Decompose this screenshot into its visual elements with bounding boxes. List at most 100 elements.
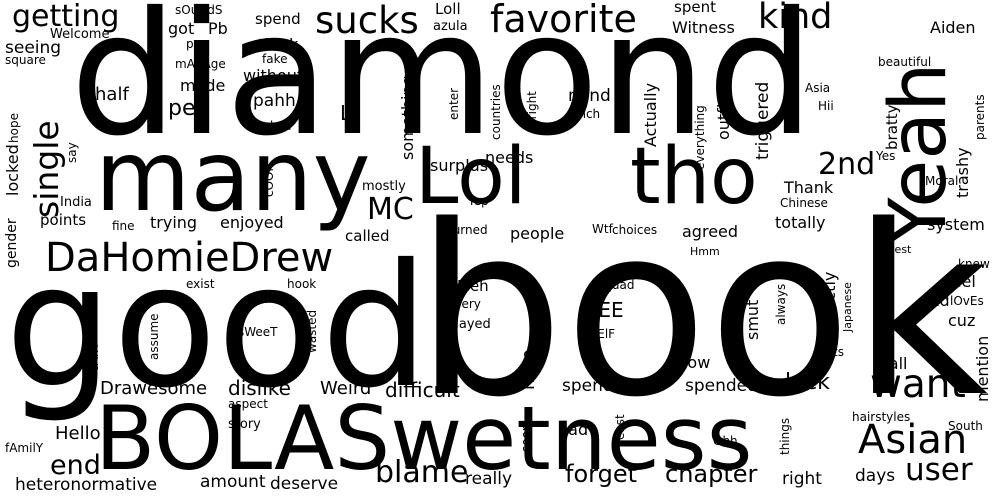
word: spending xyxy=(562,376,640,396)
word: liking xyxy=(673,302,692,345)
word: things xyxy=(778,417,792,455)
word: book xyxy=(415,176,988,449)
word: Lol xyxy=(415,132,527,222)
word: know xyxy=(668,353,711,372)
word: Actually xyxy=(641,82,660,147)
word: hairstyles xyxy=(852,410,911,424)
word: system xyxy=(927,215,985,234)
word: agreed xyxy=(682,222,739,241)
word: diamond xyxy=(70,0,815,174)
word: smut xyxy=(743,299,762,340)
word: something xyxy=(398,75,417,160)
word: sElF xyxy=(591,327,616,341)
word: mind xyxy=(568,86,611,106)
word: chapter xyxy=(665,460,758,488)
word: really xyxy=(465,469,512,489)
word: exist xyxy=(186,277,215,291)
word: Drawesome xyxy=(100,378,208,399)
word: trashy xyxy=(953,147,972,198)
word: South xyxy=(948,419,983,433)
word: user xyxy=(905,452,973,488)
word: needs xyxy=(485,148,534,167)
word: India xyxy=(60,195,92,210)
word: knew xyxy=(958,257,990,271)
word: alright xyxy=(525,91,539,130)
word: gender xyxy=(4,218,20,268)
word: looked xyxy=(252,119,292,133)
word: think xyxy=(258,35,299,54)
word: every xyxy=(447,297,481,311)
word: soon xyxy=(519,423,533,452)
word: spend xyxy=(255,10,301,28)
word: Pb xyxy=(208,19,228,38)
word: half xyxy=(95,84,129,105)
word: Li xyxy=(340,101,357,125)
word: wasted xyxy=(305,309,319,353)
word: amount xyxy=(200,472,266,492)
word: always xyxy=(774,283,788,325)
word: pet xyxy=(168,96,205,121)
word: points xyxy=(40,211,87,229)
word: Chinese xyxy=(780,196,828,210)
word: azula xyxy=(433,19,468,34)
word: hate xyxy=(518,349,539,390)
word: hook xyxy=(287,277,317,291)
word: assume xyxy=(147,313,161,360)
word: 2nd xyxy=(818,147,876,182)
word: Thank xyxy=(784,178,834,197)
word: Witness xyxy=(672,18,735,37)
word: Japanese xyxy=(841,282,854,332)
word: sEE xyxy=(588,298,624,322)
word: seeing xyxy=(5,38,62,58)
word: sWeeT xyxy=(238,325,278,339)
word: cuz xyxy=(948,311,976,330)
word: call xyxy=(880,354,908,373)
word: gets xyxy=(818,345,844,359)
word: MC xyxy=(367,192,414,227)
word: countries xyxy=(489,84,503,140)
word: Ohh xyxy=(713,434,738,448)
word: Loll xyxy=(435,0,461,18)
word: without xyxy=(243,66,304,85)
word: favorite xyxy=(490,0,637,41)
word: aspect xyxy=(228,397,268,411)
word: age xyxy=(525,39,548,53)
word: trying xyxy=(150,213,198,232)
word: Meh xyxy=(457,277,489,295)
word: turned xyxy=(448,223,488,237)
word: end xyxy=(50,450,101,481)
word: spended xyxy=(685,376,758,396)
word: people xyxy=(510,224,565,243)
word: want xyxy=(870,362,966,407)
word: Hello xyxy=(55,423,101,444)
word: kind xyxy=(758,0,833,37)
word: forget xyxy=(565,460,637,488)
word: fine xyxy=(112,219,135,233)
word: Exactly xyxy=(820,271,839,330)
word: enter xyxy=(447,87,461,120)
word: tho xyxy=(630,132,758,222)
word: Welcome xyxy=(50,27,110,42)
word: played xyxy=(447,317,491,332)
word: DaHomieDrew xyxy=(45,235,334,281)
word: dislike xyxy=(228,376,291,400)
word: outfits xyxy=(714,89,733,140)
word: heteronormative xyxy=(15,475,158,495)
word: good xyxy=(5,228,429,426)
word: pm xyxy=(186,37,206,51)
word: mAnAge xyxy=(175,57,226,71)
word: Asia xyxy=(805,81,831,95)
word: Yes xyxy=(876,149,896,163)
word: Hmm xyxy=(690,245,720,258)
word: Yep xyxy=(468,194,489,208)
word: single xyxy=(27,120,66,218)
word: east xyxy=(613,414,627,440)
word: cAnT xyxy=(87,342,101,372)
word: sOuNdS xyxy=(175,3,223,17)
word: difficult xyxy=(385,378,460,402)
word: sucks xyxy=(315,0,419,42)
word: squad xyxy=(598,278,635,292)
word: mostly xyxy=(362,179,406,194)
word: days xyxy=(855,466,896,486)
